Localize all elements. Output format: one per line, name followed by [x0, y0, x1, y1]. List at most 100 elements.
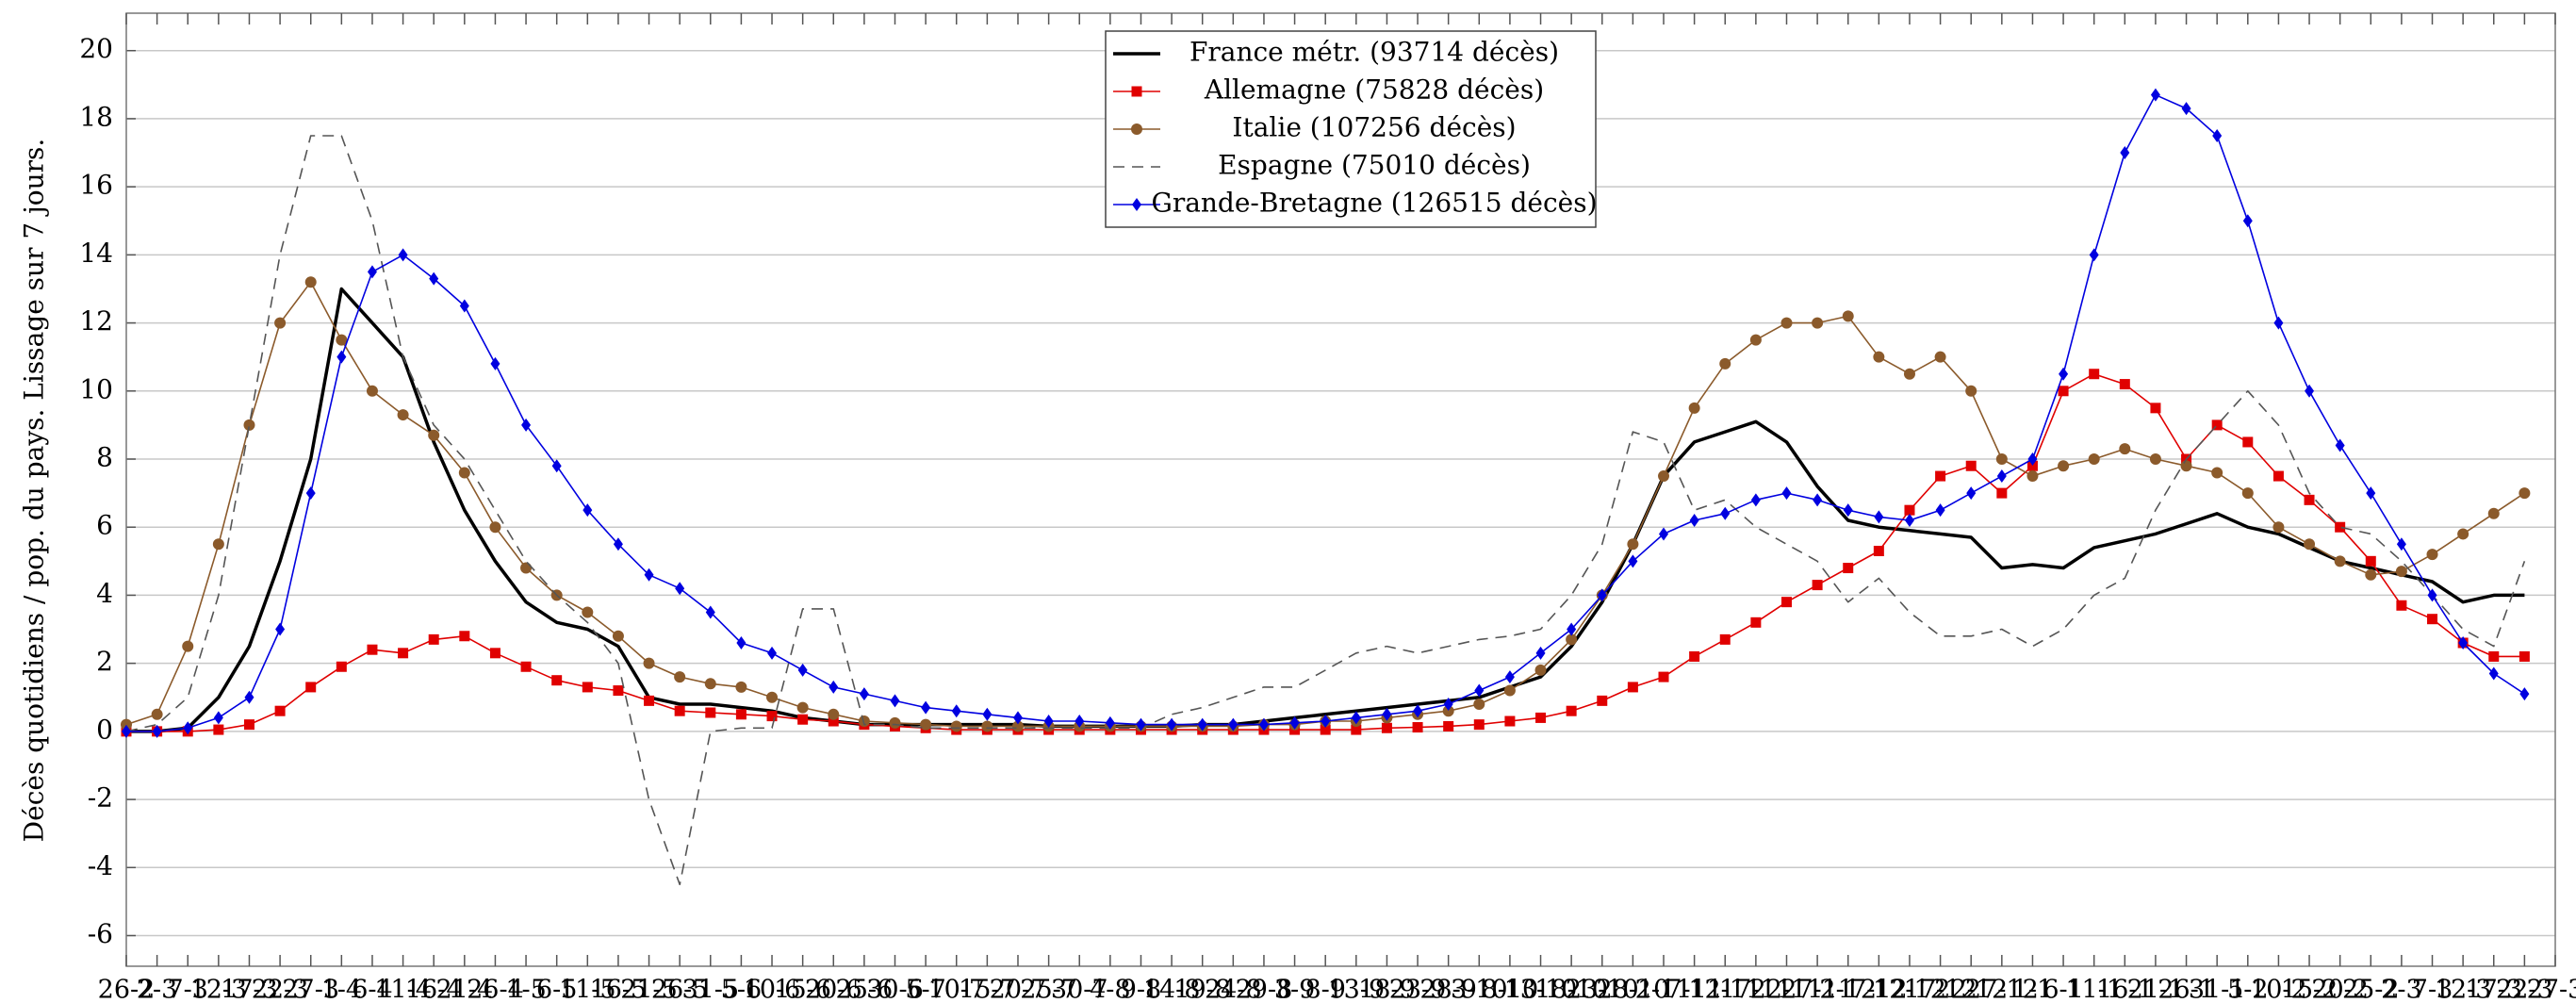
- marker: [551, 675, 563, 686]
- marker: [2241, 487, 2254, 500]
- marker: [1627, 682, 1638, 693]
- marker: [2304, 494, 2315, 505]
- marker: [243, 419, 255, 431]
- marker: [2335, 438, 2345, 452]
- marker: [366, 385, 378, 397]
- marker: [1627, 538, 1639, 551]
- x-tick-label: 15-7: [959, 976, 1016, 1003]
- marker: [305, 682, 317, 693]
- x-tick-label: 12-11: [1688, 976, 1762, 1003]
- marker: [797, 714, 809, 725]
- marker: [767, 646, 778, 660]
- marker: [2181, 102, 2191, 116]
- marker: [890, 694, 900, 708]
- marker: [735, 681, 747, 693]
- marker: [1012, 711, 1023, 725]
- marker: [213, 724, 224, 735]
- marker: [2088, 453, 2100, 466]
- marker: [582, 503, 593, 518]
- x-tick-label: 24-8: [1205, 976, 1262, 1003]
- x-tick-label: 27-11: [1780, 976, 1854, 1003]
- marker: [2305, 384, 2315, 398]
- marker: [2026, 470, 2039, 483]
- x-tick-label: 21-5: [620, 976, 678, 1003]
- marker: [428, 633, 439, 645]
- marker: [121, 718, 132, 731]
- marker: [2335, 521, 2346, 533]
- x-tick-label: 5-6: [721, 976, 762, 1003]
- marker: [2457, 528, 2469, 540]
- marker: [2334, 555, 2346, 567]
- marker: [2396, 537, 2406, 551]
- marker: [1689, 513, 1699, 527]
- marker: [1504, 670, 1515, 684]
- series-line: [125, 135, 2526, 886]
- x-tick-label: 3-10: [1451, 976, 1508, 1003]
- marker: [675, 582, 685, 596]
- x-tick-label: 7-12: [1850, 976, 1908, 1003]
- marker: [2150, 403, 2161, 414]
- x-tick-label: 23-9: [1389, 976, 1447, 1003]
- x-tick-label: 12-3: [2435, 976, 2492, 1003]
- y-tick-label: 4: [96, 578, 113, 609]
- x-tick-label: 30-7: [1051, 976, 1108, 1003]
- marker: [274, 317, 287, 329]
- marker: [1197, 717, 1207, 732]
- x-tick-label: 23-10: [1566, 976, 1639, 1003]
- marker: [458, 467, 470, 479]
- x-tick-label: 6-5: [536, 976, 577, 1003]
- marker: [1843, 503, 1853, 518]
- legend-marker: [1132, 198, 1141, 211]
- marker: [613, 537, 623, 551]
- marker: [1351, 711, 1361, 725]
- marker: [182, 640, 194, 652]
- marker: [1749, 334, 1762, 346]
- y-tick-label: -4: [88, 850, 113, 881]
- y-tick-label: 6: [96, 510, 113, 541]
- marker: [1965, 385, 1977, 397]
- marker: [920, 718, 932, 731]
- marker: [1443, 697, 1453, 711]
- x-tick-label: 29-8: [1236, 976, 1293, 1003]
- marker: [1719, 357, 1731, 370]
- marker: [2058, 386, 2069, 397]
- x-tick-label: 19-8: [1173, 976, 1231, 1003]
- marker: [1903, 368, 1915, 380]
- marker: [275, 622, 286, 636]
- x-tick-label: 27-3: [282, 976, 339, 1003]
- marker: [796, 701, 809, 714]
- legend-label: France métr. (93714 décès): [1190, 37, 1559, 68]
- marker: [643, 657, 655, 669]
- marker: [1535, 712, 1547, 723]
- marker: [981, 720, 993, 732]
- y-tick-label: 10: [79, 373, 113, 404]
- plot-frame: [125, 12, 2556, 967]
- marker: [1780, 317, 1793, 329]
- marker: [1597, 588, 1607, 602]
- marker: [1473, 719, 1485, 731]
- marker: [459, 631, 470, 642]
- marker: [674, 705, 685, 716]
- x-tick-label: 2-3: [137, 976, 177, 1003]
- y-axis-title: Décès quotidiens / pop. du pays. Lissage…: [19, 139, 50, 843]
- marker: [1443, 720, 1454, 732]
- x-tick-label: 27-12: [1965, 976, 2039, 1003]
- marker: [428, 429, 440, 441]
- marker: [735, 709, 747, 720]
- marker: [1873, 351, 1885, 363]
- marker: [674, 671, 686, 683]
- marker: [1966, 486, 1977, 501]
- marker: [2488, 666, 2499, 681]
- x-tick-label: 22-12: [1934, 976, 2008, 1003]
- x-tick-label: 6-4: [352, 976, 392, 1003]
- marker: [521, 418, 532, 432]
- x-tick-label: 27-3: [2527, 976, 2576, 1003]
- marker: [858, 715, 870, 728]
- marker: [644, 695, 655, 706]
- x-tick-label: 7-3: [2412, 976, 2453, 1003]
- x-tick-label: 11-4: [374, 976, 432, 1003]
- legend-marker: [1131, 86, 1142, 97]
- marker: [151, 708, 163, 720]
- marker: [2242, 214, 2253, 228]
- marker: [1442, 705, 1454, 717]
